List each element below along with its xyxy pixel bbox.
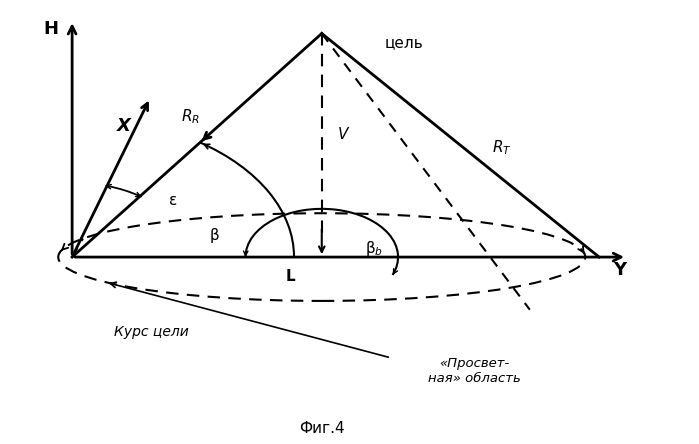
Text: V: V xyxy=(338,127,348,142)
Text: Y: Y xyxy=(614,261,626,279)
Text: Фиг.4: Фиг.4 xyxy=(299,420,345,436)
Text: $R_T$: $R_T$ xyxy=(492,138,512,157)
Text: X: X xyxy=(117,116,131,135)
Text: ε: ε xyxy=(168,193,177,208)
Text: Курс цели: Курс цели xyxy=(115,325,189,339)
Text: β$_b$: β$_b$ xyxy=(365,239,383,258)
Text: «Просвет-
ная» область: «Просвет- ная» область xyxy=(428,357,521,385)
Text: H: H xyxy=(44,20,59,38)
Text: L: L xyxy=(286,270,296,284)
Text: цель: цель xyxy=(384,35,423,50)
Text: $R_R$: $R_R$ xyxy=(180,107,199,126)
Text: β: β xyxy=(210,228,219,243)
